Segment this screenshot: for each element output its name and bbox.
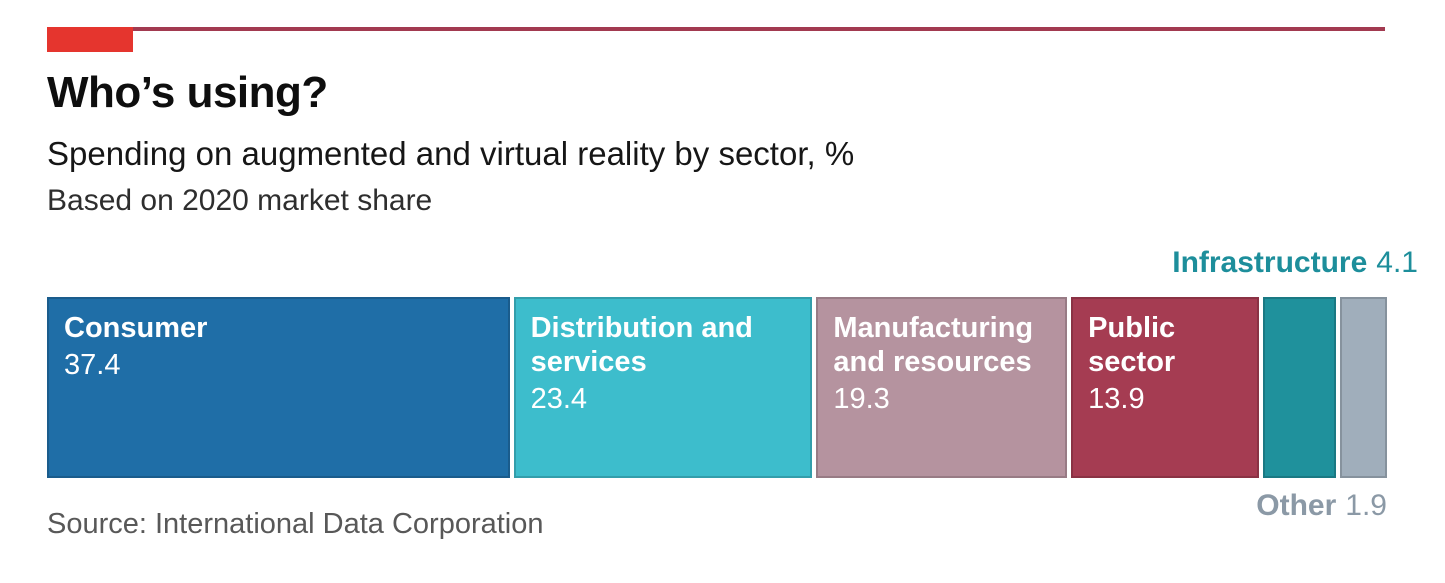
segment-label: Public sector (1088, 312, 1176, 379)
bar-segment-consumer: Consumer 37.4 (47, 297, 510, 478)
callout-infrastructure: Infrastructure 4.1 (1172, 246, 1418, 279)
source-note: Source: International Data Corporation (47, 508, 544, 540)
segment-value: 23.4 (530, 383, 588, 416)
chart-note: Based on 2020 market share (47, 184, 433, 217)
segment-label: Manufacturing and resources (833, 312, 1034, 379)
bar-segment-other (1339, 297, 1387, 478)
callout-other: Other 1.9 (1256, 489, 1387, 522)
segment-value: 19.3 (833, 383, 890, 416)
callout-other-value: 1.9 (1345, 489, 1387, 522)
stacked-bar: Consumer 37.4 Distribution and services 23.… (47, 297, 1387, 478)
chart-subtitle: Spending on augmented and virtual realit… (47, 135, 855, 172)
segment-value: 37.4 (64, 349, 121, 382)
bar-segment-public-sector: Public sector 13.9 (1071, 297, 1259, 478)
red-tab (47, 27, 133, 52)
segment-label: Distribution and services (530, 312, 753, 379)
callout-infrastructure-value: 4.1 (1376, 246, 1418, 279)
chart-title: Who’s using? (47, 68, 328, 117)
segment-value: 13.9 (1088, 383, 1145, 416)
bar-segment-infrastructure (1262, 297, 1336, 478)
callout-other-label: Other (1256, 489, 1337, 522)
callout-infrastructure-label: Infrastructure (1172, 246, 1368, 279)
header-rule (47, 27, 1385, 31)
segment-label: Consumer (64, 312, 208, 344)
bar-segment-distribution-and-services: Distribution and services 23.4 (513, 297, 813, 478)
bar-segment-manufacturing-and-resources: Manufacturing and resources 19.3 (816, 297, 1068, 478)
